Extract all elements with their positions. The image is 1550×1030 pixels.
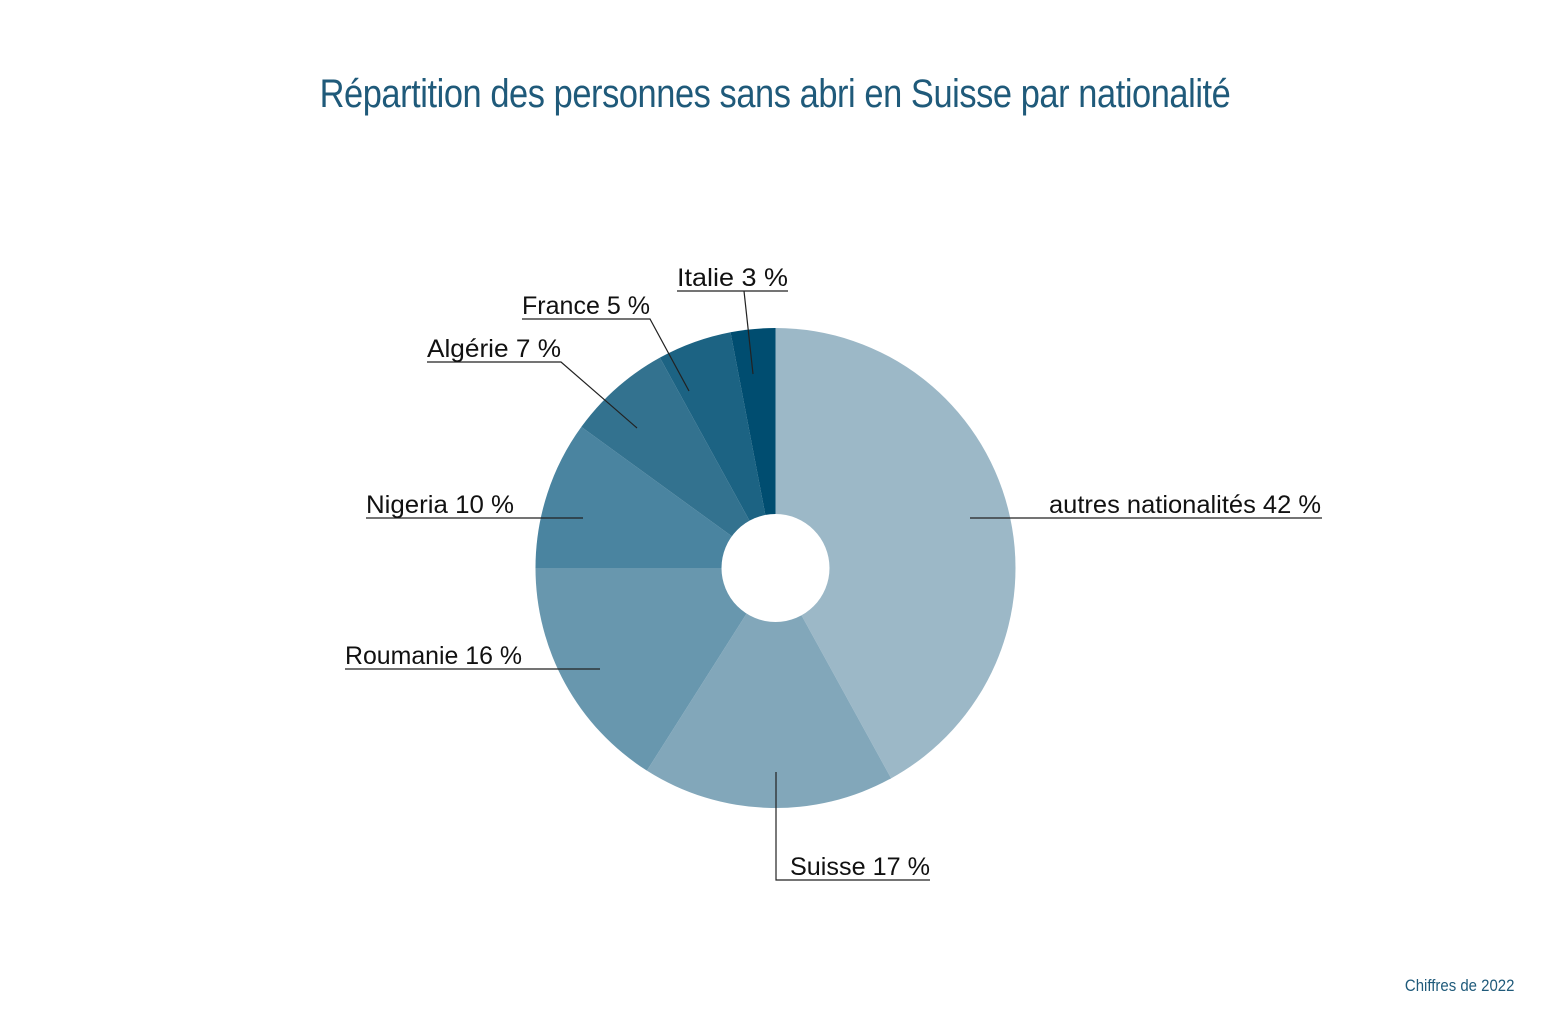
slice-italie bbox=[730, 328, 776, 568]
slice-nigeria bbox=[535, 426, 776, 568]
leader-line-italie-pointer bbox=[743, 290, 754, 375]
leader-line-suisse bbox=[775, 772, 930, 881]
pie-slices bbox=[535, 328, 1016, 808]
slice-roumanie bbox=[535, 568, 776, 771]
slice-labels: Italie 3 % France 5 % Algérie 7 % Nigeri… bbox=[345, 264, 1321, 881]
leader-line-algerie bbox=[427, 361, 638, 429]
leader-line-france bbox=[522, 318, 690, 392]
chart-title: Répartition des personnes sans abri en S… bbox=[319, 72, 1231, 116]
label-suisse: Suisse 17 % bbox=[790, 853, 930, 881]
slice-alg-rie bbox=[581, 357, 776, 568]
label-france: France 5 % bbox=[522, 292, 650, 320]
slice-france bbox=[659, 332, 776, 568]
donut-hole bbox=[721, 514, 830, 622]
label-roumanie: Roumanie 16 % bbox=[345, 642, 522, 670]
slice-autres-nationalit-s bbox=[775, 328, 1016, 779]
label-autres: autres nationalités 42 % bbox=[1049, 491, 1321, 519]
label-italie: Italie 3 % bbox=[677, 264, 788, 292]
label-algerie: Algérie 7 % bbox=[427, 335, 561, 363]
footnote: Chiffres de 2022 bbox=[1404, 976, 1514, 995]
label-nigeria: Nigeria 10 % bbox=[366, 491, 514, 519]
slice-suisse bbox=[646, 568, 892, 808]
leader-lines bbox=[345, 290, 1322, 881]
